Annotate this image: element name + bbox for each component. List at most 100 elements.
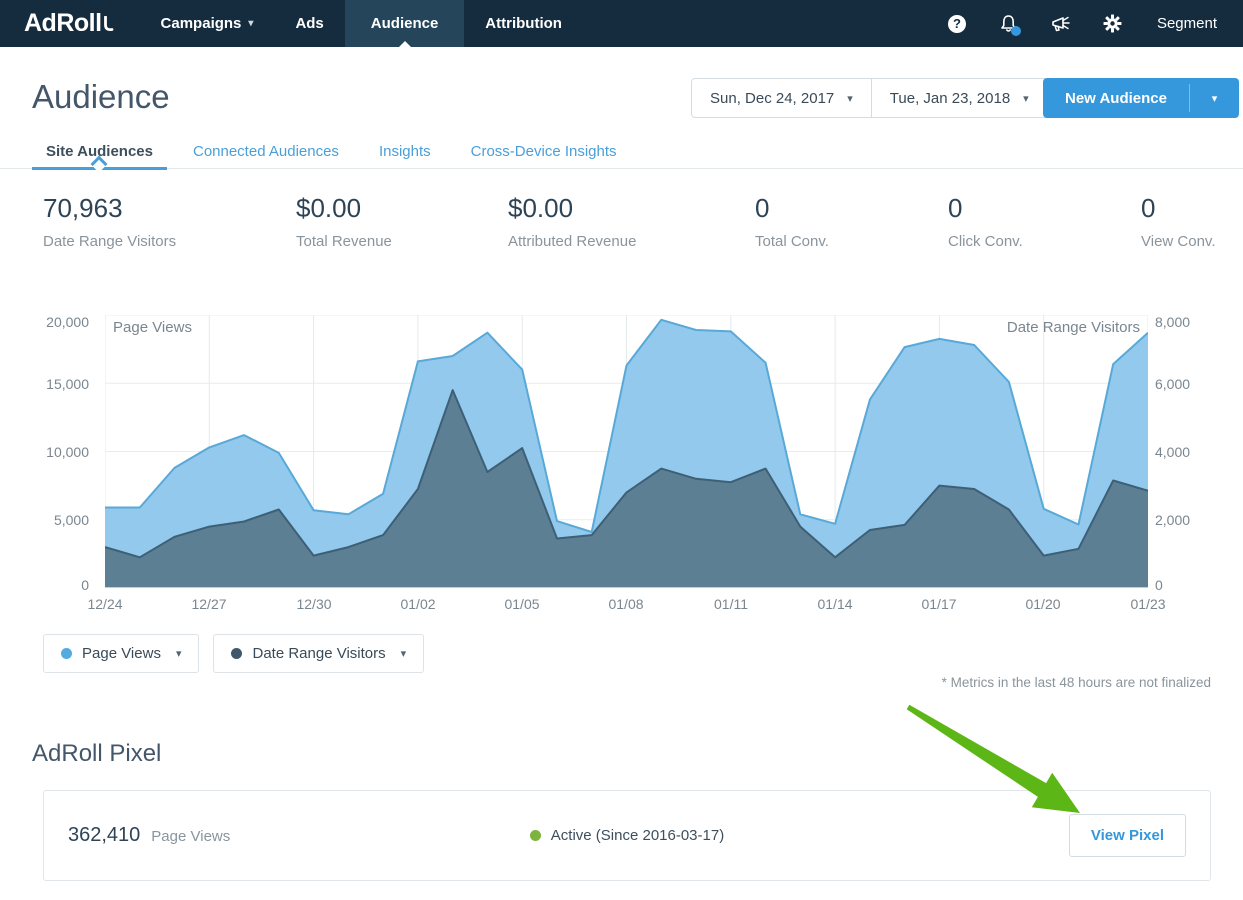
chevron-down-icon: ▾ <box>175 648 182 660</box>
right-axis-tick: 2,000 <box>1155 512 1191 528</box>
pixel-page-views: 362,410 Page Views <box>68 824 530 847</box>
chevron-down-icon: ▾ <box>1211 92 1218 105</box>
right-axis-tick: 0 <box>1155 577 1163 593</box>
new-audience-button-group: New Audience ▾ <box>1043 78 1239 118</box>
right-axis-title: Date Range Visitors <box>1006 319 1140 336</box>
stat-click-conv: 0 Click Conv. <box>948 193 1023 250</box>
x-axis-tick: 01/14 <box>817 596 853 612</box>
nav-item-campaigns[interactable]: Campaigns ▾ <box>140 0 275 47</box>
pixel-page-views-value: 362,410 <box>68 824 141 846</box>
chevron-down-icon: ▾ <box>400 648 407 660</box>
x-axis-tick: 01/02 <box>400 596 436 612</box>
stat-view-conv: 0 View Conv. <box>1141 193 1215 250</box>
new-audience-dropdown-button[interactable]: ▾ <box>1190 78 1239 118</box>
audience-tabs: Site Audiences Connected Audiences Insig… <box>0 135 1243 170</box>
legend-label: Date Range Visitors <box>252 645 386 662</box>
stat-value: 70,963 <box>43 193 123 223</box>
stat-value: $0.00 <box>296 193 362 223</box>
nav-items: Campaigns ▾ Ads Audience Attribution <box>140 0 583 47</box>
x-axis-tick: 01/08 <box>608 596 644 612</box>
date-range-visitors-dot-icon <box>231 648 243 659</box>
nav-item-audience[interactable]: Audience <box>344 0 465 47</box>
stat-value: 0 <box>755 193 770 223</box>
pixel-status: Active (Since 2016-03-17) <box>529 827 725 844</box>
adroll-pixel-heading: AdRoll Pixel <box>32 740 162 767</box>
segment-menu[interactable]: Segment <box>1156 15 1217 32</box>
nav-item-ads[interactable]: Ads <box>274 0 344 47</box>
x-axis-tick: 01/17 <box>921 596 957 612</box>
help-glyph: ? <box>947 14 966 33</box>
megaphone-icon <box>1052 16 1070 31</box>
left-axis-tick: 15,000 <box>46 376 89 392</box>
x-axis-ticks: 12/24 12/27 12/30 01/02 01/05 01/08 01/1… <box>87 594 1165 616</box>
right-axis-tick: 4,000 <box>1155 444 1191 460</box>
chart-plot-area: Page Views Date Range Visitors <box>105 315 1148 588</box>
pixel-page-views-label: Page Views <box>151 828 231 845</box>
nav-item-attribution-label: Attribution <box>485 15 562 32</box>
nav-right: ? <box>931 0 1243 47</box>
tab-insights[interactable]: Insights <box>378 143 431 160</box>
chart-legend: Page Views ▾ Date Range Visitors ▾ <box>43 634 438 673</box>
x-axis-tick: 01/05 <box>504 596 540 612</box>
x-axis-tick: 01/11 <box>714 596 748 612</box>
tab-site-audiences[interactable]: Site Audiences <box>32 135 167 170</box>
stat-label: Attributed Revenue <box>508 233 637 250</box>
status-active-dot-icon <box>529 830 541 841</box>
page-views-dot-icon <box>61 648 72 659</box>
view-pixel-button[interactable]: View Pixel <box>1068 814 1186 857</box>
left-axis-ticks: 20,000 15,000 10,000 5,000 0 <box>0 314 97 593</box>
help-icon[interactable]: ? <box>931 14 983 33</box>
nav-item-campaigns-label: Campaigns <box>160 15 242 32</box>
pixel-status-text: Active (Since 2016-03-17) <box>550 827 725 844</box>
adroll-pixel-card: 362,410 Page Views Active (Since 2016-03… <box>43 790 1211 881</box>
button-divider <box>1188 84 1190 112</box>
left-axis-tick: 0 <box>81 577 89 593</box>
end-date-value: Tue, Jan 23, 2018 <box>889 89 1011 107</box>
left-axis-tick: 5,000 <box>53 512 89 528</box>
x-axis-tick: 12/30 <box>296 596 332 612</box>
right-axis-tick: 8,000 <box>1155 314 1191 330</box>
tab-cross-device-insights[interactable]: Cross-Device Insights <box>470 143 617 160</box>
adroll-logo-text: AdRoll <box>24 9 102 37</box>
settings-gear-icon[interactable] <box>1087 14 1139 33</box>
right-axis-tick: 6,000 <box>1155 376 1191 392</box>
stat-total-revenue: $0.00 Total Revenue <box>296 193 392 250</box>
announcements-megaphone-icon[interactable] <box>1035 15 1087 33</box>
top-navbar: AdRoll Campaigns ▾ Ads Audience Attribut… <box>0 0 1243 47</box>
left-axis-title: Page Views <box>113 319 192 336</box>
stat-label: Total Conv. <box>755 233 829 250</box>
stat-label: View Conv. <box>1141 233 1216 250</box>
adroll-logo[interactable]: AdRoll <box>0 0 140 47</box>
stat-total-conv: 0 Total Conv. <box>755 193 829 250</box>
stat-value: 0 <box>1141 193 1156 223</box>
legend-label: Page Views <box>82 645 161 662</box>
nav-item-attribution[interactable]: Attribution <box>464 0 583 47</box>
legend-date-range-visitors-dropdown[interactable]: Date Range Visitors ▾ <box>213 634 425 673</box>
adroll-logo-hook-icon <box>103 16 113 32</box>
stat-label: Date Range Visitors <box>43 233 177 250</box>
new-audience-button[interactable]: New Audience <box>1065 89 1167 107</box>
start-date-picker[interactable]: Sun, Dec 24, 2017 ▾ <box>691 78 872 118</box>
x-axis-tick: 01/23 <box>1130 596 1166 612</box>
chevron-down-icon: ▾ <box>1023 92 1029 105</box>
notification-badge <box>1010 25 1021 36</box>
notifications-bell-icon[interactable] <box>983 14 1035 36</box>
end-date-picker[interactable]: Tue, Jan 23, 2018 ▾ <box>870 78 1048 118</box>
stat-value: 0 <box>948 193 963 223</box>
chevron-down-icon: ▾ <box>248 18 254 29</box>
start-date-value: Sun, Dec 24, 2017 <box>710 89 835 107</box>
stat-value: $0.00 <box>508 193 574 223</box>
pixel-actions: View Pixel <box>724 814 1186 857</box>
traffic-area-chart: 20,000 15,000 10,000 5,000 0 Page Views … <box>0 314 1243 616</box>
stat-label: Total Revenue <box>296 233 392 250</box>
tab-connected-audiences[interactable]: Connected Audiences <box>192 143 339 160</box>
nav-item-audience-label: Audience <box>370 15 439 32</box>
legend-page-views-dropdown[interactable]: Page Views ▾ <box>43 634 200 673</box>
x-axis-tick: 01/20 <box>1025 596 1061 612</box>
x-axis-tick: 12/27 <box>191 596 227 612</box>
area-chart-svg <box>105 315 1148 588</box>
date-range-picker: Sun, Dec 24, 2017 ▾ Tue, Jan 23, 2018 ▾ <box>691 78 1048 118</box>
stat-label: Click Conv. <box>948 233 1023 250</box>
metrics-finalized-note: * Metrics in the last 48 hours are not f… <box>941 675 1211 690</box>
